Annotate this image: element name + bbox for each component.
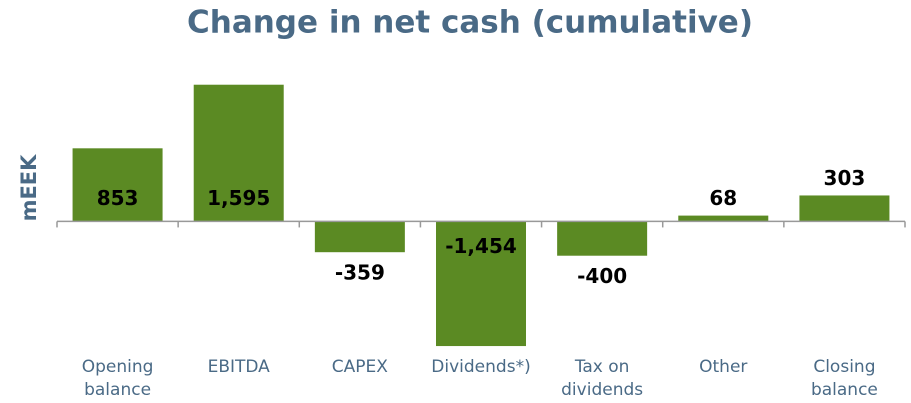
chart-title: Change in net cash (cumulative)	[187, 5, 753, 41]
bar	[799, 195, 890, 222]
data-label: 853	[97, 186, 139, 210]
data-label: 303	[824, 166, 866, 190]
bar	[193, 84, 284, 222]
x-tick-label: Other	[699, 357, 748, 377]
x-tick-label: Dividends*)	[431, 357, 531, 377]
data-label: 68	[709, 186, 737, 210]
x-tick-label: Tax on dividends	[561, 357, 644, 400]
data-label: -400	[577, 264, 627, 288]
bar	[314, 221, 405, 253]
bar	[678, 215, 769, 222]
data-label: -1,454	[445, 234, 517, 258]
bar	[436, 221, 526, 347]
x-tick-label: Opening balance	[81, 357, 154, 400]
data-label: -359	[335, 261, 385, 285]
x-tick-label: CAPEX	[331, 357, 388, 377]
bar	[72, 148, 163, 222]
data-label: 1,595	[207, 186, 270, 210]
x-tick-label: Closing balance	[810, 357, 878, 400]
y-axis-label: mEEK	[17, 154, 41, 222]
x-tick-label: EBITDA	[207, 357, 270, 377]
bar	[557, 221, 648, 256]
